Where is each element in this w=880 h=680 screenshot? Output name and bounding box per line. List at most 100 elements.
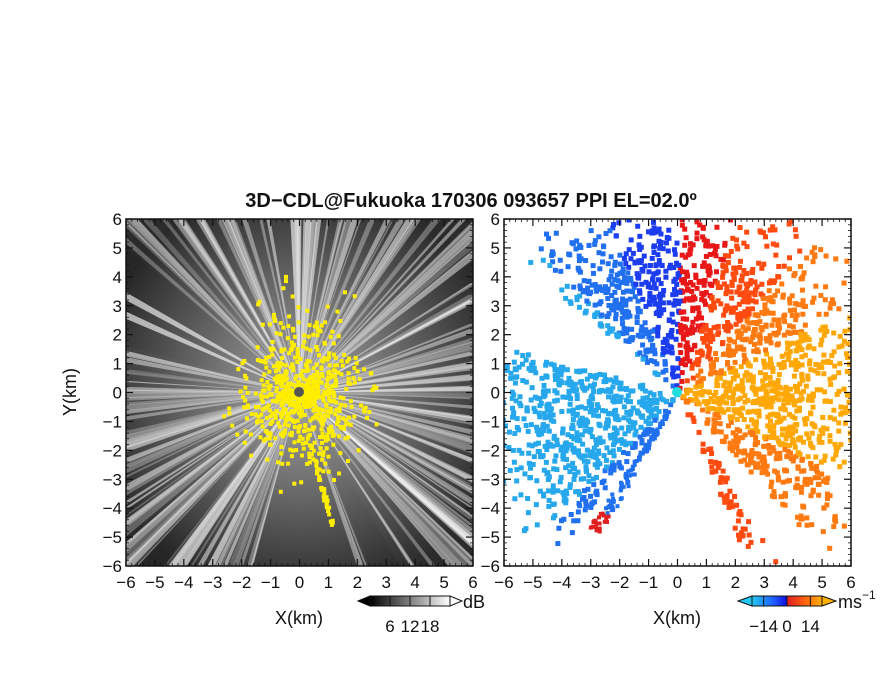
snr-overlay-cell (277, 360, 282, 365)
velocity-cell (504, 478, 507, 484)
velocity-cell (838, 411, 844, 417)
velocity-cell (694, 236, 700, 242)
velocity-cell (773, 252, 779, 258)
snr-overlay-cell (287, 314, 292, 319)
velocity-cell (668, 262, 674, 268)
velocity-cell (717, 406, 723, 412)
snr-overlay-cell (259, 396, 264, 401)
velocity-cell (656, 226, 662, 232)
velocity-cell (622, 279, 628, 285)
velocity-cell (771, 489, 777, 495)
velocity-cell (545, 470, 551, 476)
velocity-cell (770, 310, 776, 316)
snr-overlay-cell (345, 435, 350, 440)
velocity-cell (629, 289, 635, 295)
velocity-cell (598, 511, 603, 516)
snr-overlay-cell (257, 299, 262, 304)
velocity-cell (827, 438, 833, 444)
velocity-cell (592, 451, 598, 457)
velocity-cell (705, 354, 711, 360)
velocity-cell (815, 469, 821, 475)
snr-overlay-cell (329, 373, 334, 378)
snr-overlay-cell (365, 415, 370, 420)
velocity-cell (739, 378, 745, 384)
velocity-cell (608, 389, 614, 395)
velocity-cell (709, 464, 715, 470)
velocity-cell (504, 443, 507, 449)
velocity-cell (745, 360, 751, 366)
snr-overlay-cell (323, 461, 328, 466)
x-tick-label: 0 (673, 573, 682, 592)
velocity-cell (796, 522, 802, 528)
velocity-cell (526, 442, 532, 448)
velocity-cell (541, 410, 547, 416)
y-tick-label: 6 (491, 210, 500, 229)
velocity-cell (790, 458, 796, 464)
y-tick-label: 5 (491, 239, 500, 258)
velocity-cell (703, 324, 709, 330)
snr-overlay-cell (253, 412, 258, 417)
velocity-cell (751, 341, 757, 347)
velocity-cell (749, 298, 755, 304)
snr-overlay-cell (278, 332, 283, 337)
velocity-cell (784, 454, 790, 460)
velocity-cell (727, 337, 733, 343)
snr-overlay-cell (256, 404, 261, 409)
snr-overlay-cell (316, 416, 321, 421)
velocity-cell (511, 459, 517, 465)
velocity-cell (643, 327, 649, 333)
snr-overlay-cell (346, 371, 351, 376)
velocity-cell (612, 289, 618, 295)
snr-overlay-cell (286, 399, 291, 404)
snr-overlay-cell (302, 383, 307, 388)
velocity-cell (614, 301, 620, 307)
velocity-cell (757, 335, 763, 341)
velocity-colorbar-unit: ms (838, 592, 862, 612)
velocity-cell (573, 489, 579, 495)
x-tick-label: −1 (639, 573, 658, 592)
velocity-cell (734, 289, 740, 295)
velocity-cell (648, 397, 654, 403)
snr-overlay-cell (324, 495, 329, 500)
velocity-cell (529, 443, 535, 449)
velocity-cell (745, 306, 751, 312)
velocity-cell (523, 357, 529, 363)
velocity-cell (713, 351, 719, 357)
velocity-cell (773, 456, 779, 462)
velocity-cell (742, 313, 748, 319)
velocity-cell (614, 430, 620, 436)
velocity-cell (624, 409, 630, 415)
velocity-cell (770, 241, 776, 247)
velocity-cell (717, 479, 723, 485)
snr-overlay-cell (353, 355, 358, 360)
velocity-cell (617, 437, 623, 443)
velocity-cell (741, 450, 747, 456)
velocity-cell (746, 532, 752, 538)
velocity-cell (707, 252, 713, 258)
velocity-cell (637, 383, 643, 389)
velocity-cell (637, 399, 643, 405)
velocity-cell (737, 508, 743, 514)
velocity-cell (757, 332, 763, 338)
velocity-cell (780, 361, 786, 367)
velocity-cell (732, 386, 738, 392)
snr-overlay-cell (372, 384, 377, 389)
velocity-cell (695, 349, 701, 355)
velocity-cell (680, 316, 686, 322)
velocity-cell (541, 428, 547, 434)
snr-overlay-cell (313, 458, 318, 463)
velocity-cell (610, 384, 616, 390)
velocity-cell (749, 306, 755, 312)
velocity-cell (786, 266, 792, 272)
velocity-cell (745, 309, 751, 315)
velocity-cell (770, 398, 776, 404)
x-tick-label: 1 (324, 573, 333, 592)
velocity-cell (628, 440, 634, 446)
velocity-cell (643, 303, 649, 309)
snr-overlay-cell (344, 387, 349, 392)
velocity-cell (528, 362, 534, 368)
velocity-cell (626, 469, 631, 474)
velocity-cell (652, 433, 657, 438)
velocity-cell (701, 260, 707, 266)
